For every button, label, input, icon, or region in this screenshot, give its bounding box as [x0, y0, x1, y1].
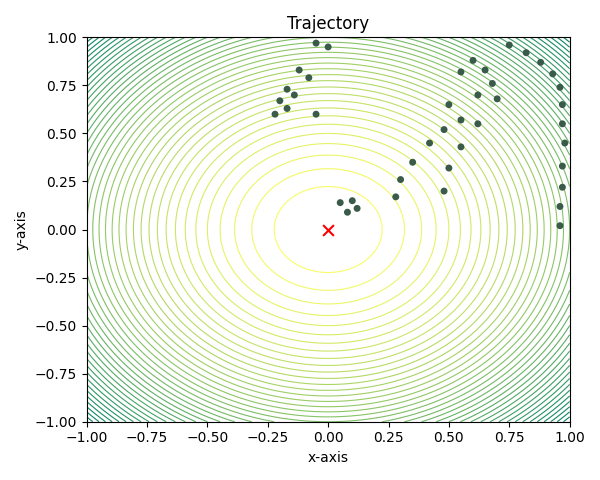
Point — [396, 176, 406, 183]
Y-axis label: y-axis: y-axis — [15, 209, 29, 250]
Point — [311, 110, 321, 118]
Point — [521, 49, 531, 57]
Point — [456, 68, 466, 76]
Point — [275, 97, 284, 105]
Title: Trajectory: Trajectory — [287, 15, 369, 33]
Point — [548, 70, 557, 78]
Point — [456, 143, 466, 151]
Point — [304, 74, 314, 82]
Point — [555, 222, 565, 229]
Point — [444, 164, 454, 172]
Point — [560, 139, 569, 147]
Point — [536, 59, 545, 66]
Point — [295, 66, 304, 74]
Point — [391, 193, 401, 201]
Point — [439, 187, 449, 195]
Point — [481, 66, 490, 74]
Point — [270, 110, 280, 118]
Point — [493, 95, 502, 103]
Point — [408, 158, 418, 166]
Point — [557, 162, 567, 170]
Point — [557, 120, 567, 128]
Point — [290, 91, 299, 99]
Point — [425, 139, 434, 147]
Point — [456, 116, 466, 124]
Point — [505, 41, 514, 49]
Point — [352, 204, 362, 212]
Point — [468, 57, 478, 64]
Point — [323, 43, 333, 51]
Point — [282, 85, 292, 93]
Point — [473, 91, 482, 99]
Point — [439, 126, 449, 133]
Point — [488, 80, 497, 87]
Point — [473, 120, 482, 128]
Point — [282, 105, 292, 112]
Point — [311, 39, 321, 47]
Point — [555, 84, 565, 91]
Point — [557, 101, 567, 108]
Point — [343, 208, 352, 216]
Point — [347, 197, 357, 204]
Point — [555, 203, 565, 210]
Point — [323, 226, 333, 233]
X-axis label: x-axis: x-axis — [308, 451, 349, 465]
Point — [444, 101, 454, 108]
Point — [335, 199, 345, 206]
Point — [557, 183, 567, 191]
